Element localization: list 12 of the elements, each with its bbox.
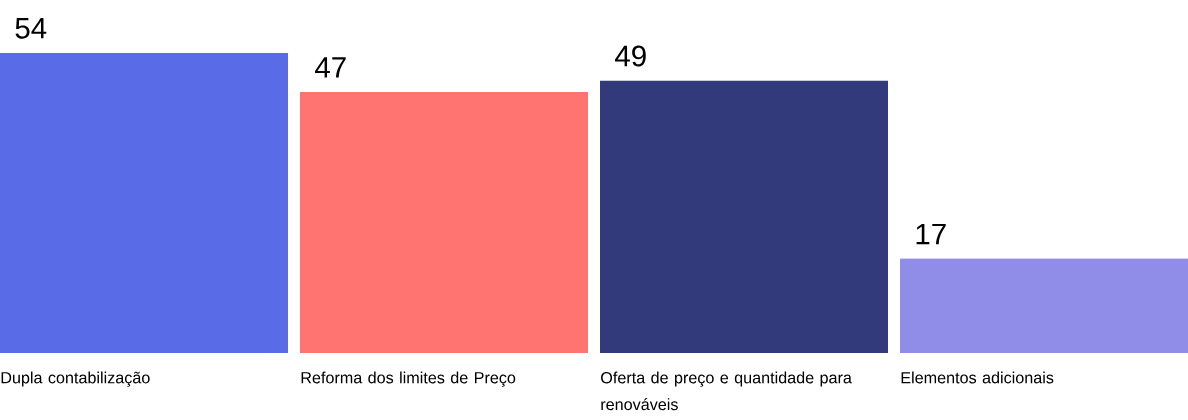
data-label: 54 <box>15 18 47 39</box>
data-label: 47 <box>315 57 346 78</box>
x-tick-label: Oferta de preço e quantidade para renováveis <box>601 371 852 411</box>
data-label: 17 <box>916 223 946 245</box>
bar <box>0 53 289 353</box>
data-label: 49 <box>615 45 646 67</box>
bar <box>300 91 589 353</box>
x-tick-label: Elementos adicionais <box>901 371 1054 384</box>
bar <box>900 258 1188 353</box>
x-tick-label: Dupla contabilização <box>1 371 150 387</box>
x-tick-label: Reforma dos limites de Preço <box>301 371 516 387</box>
bar <box>600 80 889 353</box>
